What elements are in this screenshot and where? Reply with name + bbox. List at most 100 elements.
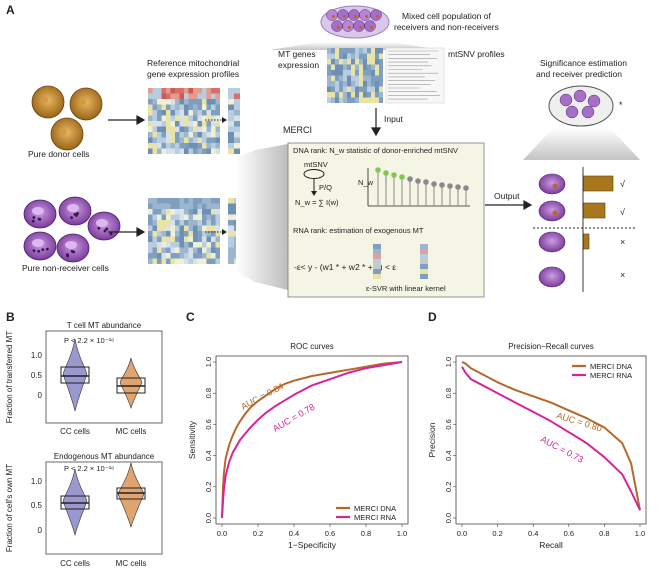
heatmap-cell	[157, 237, 162, 243]
heatmap-cell	[175, 226, 180, 232]
significance-cell	[582, 106, 594, 118]
heatmap-cell	[171, 242, 176, 248]
heatmap-cell	[379, 87, 383, 93]
prediction-bar	[583, 234, 589, 249]
legend-label: MERCI RNA	[354, 513, 396, 522]
lollipop-head	[383, 170, 389, 176]
heatmap-cell	[148, 116, 153, 122]
heatmap-cell	[166, 110, 171, 116]
merci-label: MERCI	[283, 125, 312, 135]
mixed-cell	[365, 21, 376, 32]
heatmap-cell	[202, 242, 207, 248]
heatmap-cell	[153, 116, 158, 122]
heatmap-cell	[343, 81, 347, 87]
svr-feature-cell	[373, 264, 381, 269]
input-label: Input	[384, 114, 404, 124]
heatmap-cell	[157, 242, 162, 248]
heatmap-cell	[148, 110, 153, 116]
heatmap-cell	[189, 204, 194, 210]
heatmap-cell	[355, 76, 359, 82]
heatmap-cell	[175, 237, 180, 243]
heatmap-cell	[216, 209, 221, 215]
heatmap-cell	[180, 143, 185, 149]
lollipop-head	[439, 182, 445, 188]
heatmap-cell	[184, 116, 189, 122]
heatmap-cell	[148, 204, 153, 210]
heatmap-cell	[148, 253, 153, 259]
heatmap-cell	[175, 88, 180, 94]
lollipop-head	[431, 181, 437, 187]
heatmap-cell	[189, 138, 194, 144]
heatmap-cell	[375, 76, 379, 82]
violin-bottom-xlabel-mc: MC cells	[116, 559, 147, 568]
heatmap-cell	[234, 121, 240, 127]
donor-cells-icon	[32, 86, 102, 150]
heatmap-cell	[162, 198, 167, 204]
heatmap-cell	[234, 149, 240, 155]
nw-axis-label: N_w	[358, 178, 374, 187]
heatmap-cell	[162, 105, 167, 111]
heatmap-cell	[228, 226, 234, 232]
heatmap-cell	[148, 94, 153, 100]
heatmap-cell	[351, 98, 355, 104]
heatmap-cell	[331, 65, 335, 71]
heatmap-cell	[153, 226, 158, 232]
heatmap-cell	[211, 242, 216, 248]
heatmap-cell	[162, 237, 167, 243]
heatmap-cell	[363, 81, 367, 87]
heatmap-cell	[228, 253, 234, 259]
heatmap-cell	[180, 220, 185, 226]
heatmap-cell	[211, 237, 216, 243]
mtsnv-background	[386, 48, 444, 103]
heatmap-cell	[148, 259, 153, 265]
heatmap-cell	[166, 198, 171, 204]
chart-ytick-label: 0.0	[444, 513, 453, 523]
violin-top-pvalue: P < 2.2 × 10⁻¹⁶	[64, 336, 114, 345]
auc-label: AUC = 0.80	[555, 410, 603, 433]
heatmap-cell	[157, 220, 162, 226]
heatmap-cell	[198, 231, 203, 237]
svr-feature-cell	[420, 264, 428, 269]
heatmap-cell	[339, 92, 343, 98]
heatmap-cell	[162, 242, 167, 248]
heatmap-cell	[228, 121, 234, 127]
heatmap-cell	[375, 98, 379, 104]
violin-top-plot	[61, 339, 145, 411]
heatmap-cell	[189, 226, 194, 232]
violin-bottom-pvalue: P < 2.2 × 10⁻¹⁶	[64, 464, 114, 473]
heatmap-cell	[207, 121, 212, 127]
heatmap-cell	[379, 76, 383, 82]
heatmap-cell	[207, 127, 212, 133]
heatmap-cell	[228, 116, 234, 122]
heatmap-cell	[228, 231, 234, 237]
heatmap-cell	[180, 242, 185, 248]
significance-label-1: Significance estimation	[540, 58, 627, 68]
svr-feature-cell	[373, 249, 381, 254]
heatmap-cell	[367, 87, 371, 93]
chart-ytick-label: 0.6	[444, 419, 453, 429]
heatmap-cell	[189, 121, 194, 127]
mixed-cell	[349, 10, 360, 21]
lollipop-head	[415, 178, 421, 184]
nonreceiver-cell-nucleus	[96, 219, 108, 227]
heatmap-cell	[331, 92, 335, 98]
heatmap-cell	[207, 204, 212, 210]
heatmap-cell	[371, 59, 375, 65]
chart-xtick-label: 0.0	[217, 529, 227, 538]
heatmap-cell	[153, 143, 158, 149]
heatmap-cell	[207, 143, 212, 149]
significance-label-2: and receiver prediction	[536, 69, 622, 79]
panel-letter-d: D	[428, 310, 437, 324]
pure-nonreceiver-label: Pure non-receiver cells	[22, 263, 109, 273]
heatmap-cell	[157, 204, 162, 210]
heatmap-cell	[162, 88, 167, 94]
heatmap-cell	[171, 127, 176, 133]
violin-shape	[118, 463, 143, 527]
heatmap-cell	[198, 116, 203, 122]
heatmap-cell	[189, 215, 194, 221]
heatmap-cell	[171, 143, 176, 149]
heatmap-cell	[180, 99, 185, 105]
heatmap-cell	[148, 88, 153, 94]
heatmap-cell	[184, 88, 189, 94]
